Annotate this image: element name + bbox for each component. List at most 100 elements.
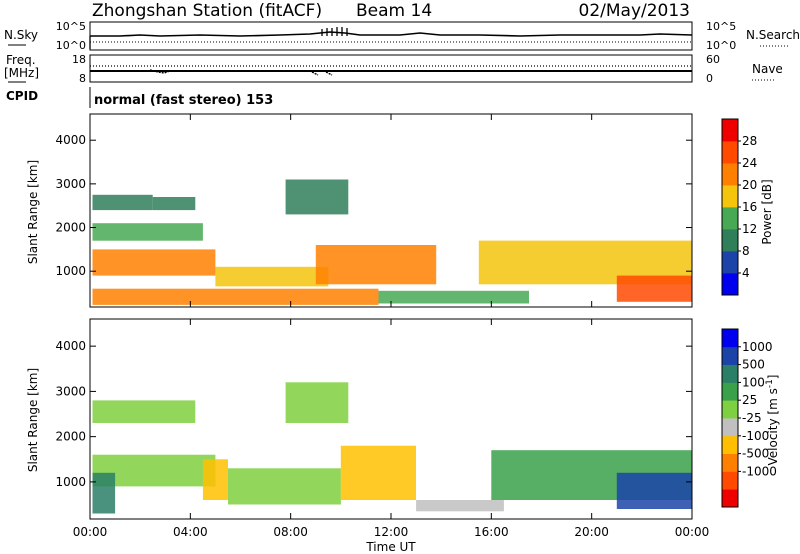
cpid-label: CPID bbox=[6, 89, 38, 103]
colorbar-swatch bbox=[722, 251, 738, 274]
time-tick-label: 00:00 bbox=[73, 525, 108, 539]
station-title: Zhongshan Station (fitACF) bbox=[92, 1, 322, 21]
nsearch-tick-bottom: 10^0 bbox=[706, 39, 736, 52]
nave-tick-bottom: 0 bbox=[706, 72, 713, 85]
nsky-spikes bbox=[89, 27, 348, 49]
y-tick-label: 3000 bbox=[55, 177, 86, 191]
velocity-echo-region-3 bbox=[92, 472, 116, 514]
colorbar-tick-label: 24 bbox=[742, 156, 757, 170]
colorbar-swatch bbox=[722, 185, 738, 208]
colorbar-swatch bbox=[722, 453, 738, 472]
nsky-label: N.Sky bbox=[4, 28, 38, 42]
colorbar-tick-label: 8 bbox=[742, 244, 750, 258]
freq-tick-bottom: 8 bbox=[79, 72, 86, 85]
velocity-echo-region-9 bbox=[616, 472, 692, 509]
colorbar-tick-label: 20 bbox=[742, 178, 757, 192]
colorbar-tick-label: 28 bbox=[742, 134, 757, 148]
velocity-y-label: Slant Range [km] bbox=[26, 368, 40, 472]
colorbar-tick-label: 1000 bbox=[742, 340, 773, 354]
nsearch-tick-top: 10^5 bbox=[706, 20, 736, 33]
freq-tick-top: 18 bbox=[72, 53, 86, 66]
velocity-colorbar-label: Velocity [m s-1] bbox=[765, 375, 780, 466]
y-tick-label: 1000 bbox=[55, 264, 86, 278]
power-echo-region-6 bbox=[315, 245, 437, 285]
colorbar-tick-label: 25 bbox=[742, 393, 757, 407]
colorbar-swatch bbox=[722, 418, 738, 437]
time-tick-label: 08:00 bbox=[273, 525, 308, 539]
colorbar-tick-label: 12 bbox=[742, 222, 757, 236]
velocity-colorbar: 1000 500 100 25 -25 -100 -500 -1000 bbox=[721, 328, 777, 508]
power-echo-region-7 bbox=[92, 288, 379, 305]
y-tick-label: 4000 bbox=[55, 133, 86, 147]
colorbar-swatch bbox=[722, 229, 738, 252]
power-echo-region-2 bbox=[285, 179, 349, 215]
colorbar-swatch bbox=[722, 364, 738, 383]
time-tick-label: 12:00 bbox=[374, 525, 409, 539]
y-tick-label: 1000 bbox=[55, 475, 86, 489]
power-echo-region-10 bbox=[616, 275, 692, 302]
colorbar-swatch bbox=[722, 273, 738, 296]
time-tick-label: 16:00 bbox=[474, 525, 509, 539]
velocity-echo-region-4 bbox=[202, 459, 228, 500]
power-colorbar-label: Power [dB] bbox=[760, 179, 774, 244]
freq-unit: [MHz] bbox=[4, 66, 39, 80]
velocity-echo-region-5 bbox=[228, 468, 341, 505]
cpid-value: normal (fast stereo) 153 bbox=[94, 93, 273, 108]
y-tick-label: 2000 bbox=[55, 221, 86, 235]
power-echo-region-5 bbox=[215, 266, 329, 287]
colorbar-swatch bbox=[722, 346, 738, 365]
velocity-echo-region-0 bbox=[92, 400, 196, 423]
velocity-echo-region-1 bbox=[285, 382, 349, 423]
colorbar-swatch bbox=[722, 435, 738, 454]
time-axis: 00:00 04:00 08:00 12:00 16:00 20:00 00:00 bbox=[73, 114, 710, 539]
power-colorbar: 28 24 20 16 12 8 4 bbox=[721, 118, 757, 296]
colorbar-swatch bbox=[722, 141, 738, 164]
y-tick-label: 3000 bbox=[55, 384, 86, 398]
nsearch-label: N.Search bbox=[746, 28, 800, 42]
power-y-label: Slant Range [km] bbox=[26, 160, 40, 264]
colorbar-tick-label: 4 bbox=[742, 266, 750, 280]
colorbar-tick-label: -100 bbox=[742, 429, 769, 443]
power-echo-region-8 bbox=[378, 290, 529, 304]
nsky-tick-top: 10^5 bbox=[56, 20, 86, 33]
nsky-trace bbox=[90, 31, 693, 37]
power-heatmap bbox=[92, 179, 692, 305]
freq-panel bbox=[89, 54, 693, 83]
colorbar-tick-label: 16 bbox=[742, 200, 757, 214]
power-echo-region-3 bbox=[92, 223, 203, 241]
nsky-tick-bottom: 10^0 bbox=[56, 39, 86, 52]
date-label: 02/May/2013 bbox=[579, 1, 691, 21]
colorbar-swatch bbox=[722, 163, 738, 186]
colorbar-swatch bbox=[722, 329, 738, 348]
velocity-echo-region-6 bbox=[340, 445, 416, 500]
colorbar-swatch bbox=[722, 382, 738, 401]
power-echo-region-0 bbox=[92, 194, 153, 211]
colorbar-swatch bbox=[722, 489, 738, 508]
velocity-heatmap bbox=[92, 382, 692, 514]
time-axis-label: Time UT bbox=[365, 540, 416, 554]
power-echo-region-4 bbox=[92, 249, 216, 276]
colorbar-swatch bbox=[722, 400, 738, 419]
colorbar-tick-label: 100 bbox=[742, 375, 765, 389]
colorbar-tick-label: -500 bbox=[742, 447, 769, 461]
colorbar-swatch bbox=[722, 119, 738, 142]
velocity-y-axis: 4000 3000 2000 1000 bbox=[55, 339, 692, 489]
time-tick-label: 04:00 bbox=[173, 525, 208, 539]
time-tick-label: 20:00 bbox=[574, 525, 609, 539]
beam-label: Beam 14 bbox=[356, 1, 432, 21]
y-tick-label: 4000 bbox=[55, 339, 86, 353]
colorbar-swatch bbox=[722, 207, 738, 230]
colorbar-swatch bbox=[722, 471, 738, 490]
nave-tick-top: 60 bbox=[706, 53, 720, 66]
y-tick-label: 2000 bbox=[55, 430, 86, 444]
colorbar-tick-label: 500 bbox=[742, 358, 765, 372]
freq-label: Freq. bbox=[6, 53, 36, 67]
time-tick-label: 00:00 bbox=[675, 525, 710, 539]
colorbar-tick-label: -1000 bbox=[742, 464, 777, 478]
power-y-axis: 4000 3000 2000 1000 bbox=[55, 133, 692, 278]
power-echo-region-1 bbox=[152, 197, 196, 211]
freq-dips bbox=[149, 69, 333, 76]
velocity-echo-region-7 bbox=[416, 500, 504, 512]
nave-label: Nave bbox=[752, 62, 783, 76]
